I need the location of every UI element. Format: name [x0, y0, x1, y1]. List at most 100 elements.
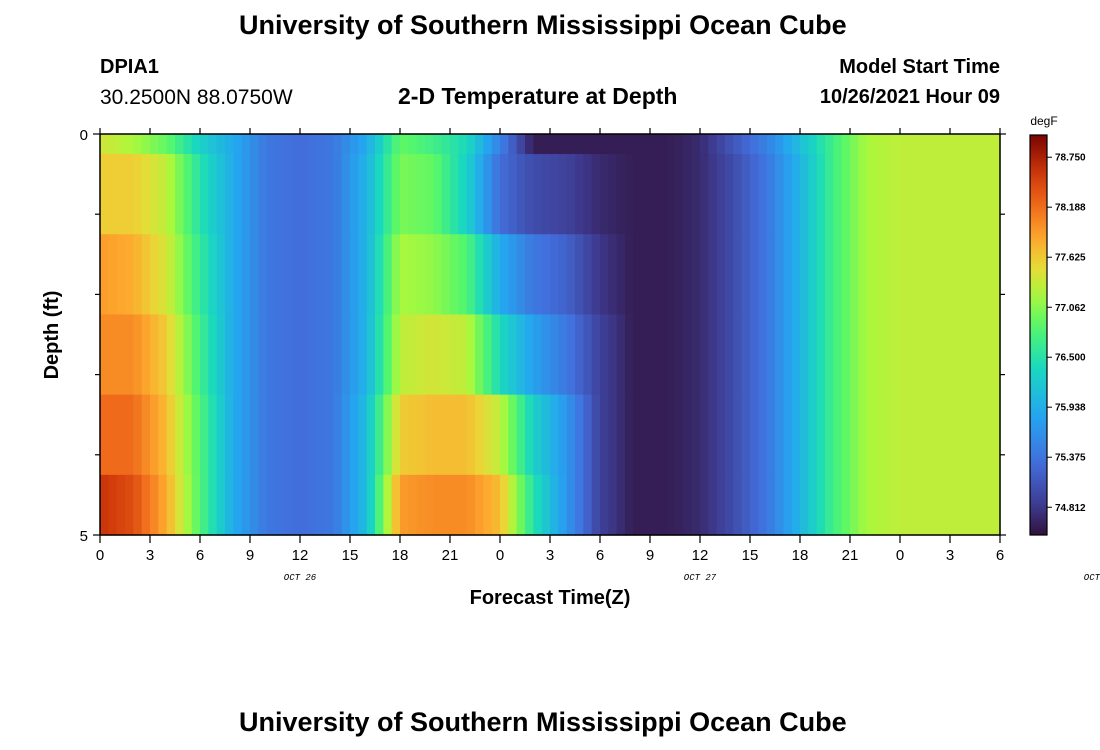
heatmap-cell	[283, 394, 293, 476]
heatmap-cell	[633, 234, 643, 316]
heatmap-cell	[333, 154, 343, 235]
heatmap-cell	[516, 134, 526, 155]
heatmap-cell	[700, 234, 709, 316]
heatmap-cell	[625, 154, 634, 235]
heatmap-cell	[733, 394, 743, 476]
heatmap-cell	[508, 154, 518, 235]
heatmap-cell	[258, 314, 268, 396]
heatmap-cell	[233, 474, 243, 536]
heatmap-cell	[675, 394, 684, 476]
heatmap-cell	[500, 134, 509, 155]
heatmap-cell	[758, 394, 768, 476]
heatmap-cell	[783, 394, 793, 476]
heatmap-cell	[616, 314, 626, 396]
heatmap-cell	[408, 314, 418, 396]
heatmap-cell	[775, 154, 784, 235]
heatmap-cell	[325, 234, 334, 316]
heatmap-cell	[858, 234, 868, 316]
heatmap-cell	[808, 234, 818, 316]
x-tick-label: 15	[742, 547, 759, 564]
heatmap-cell	[575, 154, 584, 235]
heatmap-cell	[583, 314, 593, 396]
heatmap-cell	[325, 134, 334, 155]
heatmap-cell	[533, 474, 543, 536]
heatmap-cell	[458, 314, 468, 396]
heatmap-cell	[966, 134, 976, 155]
heatmap-cell	[675, 314, 684, 396]
heatmap-cell	[525, 474, 534, 536]
heatmap-cell	[316, 134, 326, 155]
heatmap-cell	[141, 394, 151, 476]
heatmap-cell	[316, 474, 326, 536]
heatmap-cell	[625, 314, 634, 396]
heatmap-cell	[758, 154, 768, 235]
heatmap-cell	[858, 474, 868, 536]
heatmap-cell	[416, 134, 426, 155]
heatmap-cell	[383, 314, 393, 396]
heatmap-cell	[608, 474, 618, 536]
heatmap-cell	[791, 154, 801, 235]
heatmap-cell	[258, 394, 268, 476]
heatmap-cell	[250, 234, 259, 316]
heatmap-cell	[308, 314, 318, 396]
heatmap-cell	[250, 394, 259, 476]
heatmap-cell	[200, 234, 209, 316]
heatmap-cell	[591, 474, 601, 536]
heatmap-cell	[241, 314, 251, 396]
heatmap-cell	[100, 154, 109, 235]
heatmap-cell	[800, 394, 809, 476]
heatmap-cell	[358, 234, 368, 316]
heatmap-cell	[525, 394, 534, 476]
heatmap-cell	[750, 394, 759, 476]
heatmap-cell	[558, 394, 568, 476]
x-tick-label: 12	[292, 547, 309, 564]
heatmap-cell	[291, 394, 301, 476]
heatmap-cell	[550, 234, 559, 316]
heatmap-cell	[441, 474, 451, 536]
heatmap-cell	[558, 474, 568, 536]
heatmap-cell	[458, 134, 468, 155]
heatmap-cell	[816, 474, 826, 536]
heatmap-cell	[650, 154, 659, 235]
heatmap-cell	[616, 394, 626, 476]
colorbar-tick-label: 78.188	[1055, 203, 1086, 214]
heatmap-cell	[633, 134, 643, 155]
heatmap-cell	[550, 314, 559, 396]
heatmap-cell	[741, 234, 751, 316]
heatmap-cell	[991, 234, 1001, 316]
heatmap-cell	[283, 234, 293, 316]
heatmap-cell	[575, 134, 584, 155]
heatmap-cell	[108, 154, 118, 235]
heatmap-cell	[333, 134, 343, 155]
heatmap-cell	[925, 394, 934, 476]
heatmap-cell	[875, 234, 884, 316]
heatmap-cell	[500, 474, 509, 536]
heatmap-cell	[983, 474, 993, 536]
heatmap-cell	[933, 134, 943, 155]
heatmap-cell	[566, 314, 576, 396]
heatmap-cell	[233, 394, 243, 476]
heatmap-cell	[216, 394, 226, 476]
heatmap-cell	[608, 154, 618, 235]
heatmap-cell	[625, 234, 634, 316]
colorbar-ticks: 78.750 78.188 77.625 77.062 76.500 75.938 75.3…	[1047, 153, 1086, 514]
heatmap-cell	[908, 134, 918, 155]
heatmap-cell	[825, 234, 834, 316]
heatmap-cell	[883, 234, 893, 316]
heatmap-cell	[433, 314, 443, 396]
heatmap-cell	[583, 134, 593, 155]
heatmap-cell	[483, 474, 493, 536]
heatmap-cell	[100, 234, 109, 316]
heatmap-cell	[725, 234, 734, 316]
heatmap-cell	[425, 314, 434, 396]
heatmap-cell	[516, 474, 526, 536]
heatmap-cell	[333, 474, 343, 536]
heatmap-cell	[800, 134, 809, 155]
heatmap-cell	[458, 234, 468, 316]
heatmap-cell	[133, 314, 143, 396]
heatmap-cell	[341, 474, 351, 536]
heatmap-cell	[425, 134, 434, 155]
heatmap-cell	[700, 314, 709, 396]
heatmap-cell	[791, 314, 801, 396]
heatmap-cell	[591, 154, 601, 235]
